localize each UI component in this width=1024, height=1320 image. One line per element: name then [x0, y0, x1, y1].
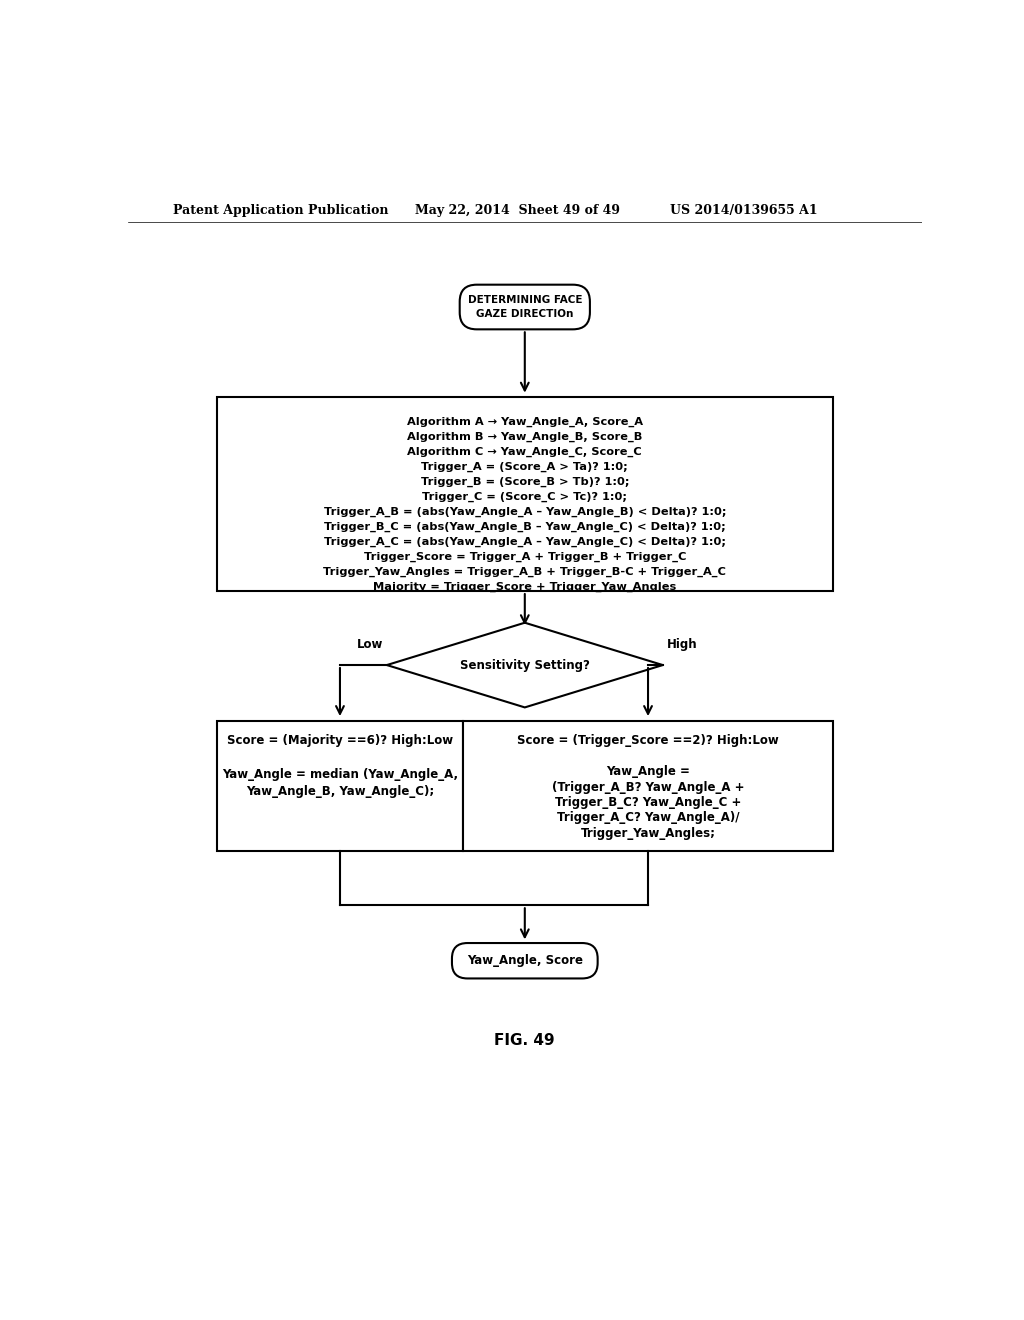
Text: Score = (Trigger_Score ==2)? High:Low: Score = (Trigger_Score ==2)? High:Low — [517, 734, 779, 747]
Text: (Trigger_A_B? Yaw_Angle_A +: (Trigger_A_B? Yaw_Angle_A + — [552, 780, 744, 793]
Bar — [217, 397, 834, 591]
Text: Trigger_A_C = (abs(Yaw_Angle_A – Yaw_Angle_C) < Delta)? 1:0;: Trigger_A_C = (abs(Yaw_Angle_A – Yaw_Ang… — [324, 536, 726, 546]
Text: Trigger_Yaw_Angles = Trigger_A_B + Trigger_B-C + Trigger_A_C: Trigger_Yaw_Angles = Trigger_A_B + Trigg… — [324, 566, 726, 577]
Text: Yaw_Angle = median (Yaw_Angle_A,: Yaw_Angle = median (Yaw_Angle_A, — [222, 768, 458, 781]
Text: Score = (Majority ==6)? High:Low: Score = (Majority ==6)? High:Low — [227, 734, 453, 747]
Text: US 2014/0139655 A1: US 2014/0139655 A1 — [671, 205, 818, 218]
Text: Trigger_Yaw_Angles;: Trigger_Yaw_Angles; — [581, 826, 716, 840]
Bar — [217, 721, 463, 851]
Text: Trigger_A_C? Yaw_Angle_A)/: Trigger_A_C? Yaw_Angle_A)/ — [557, 812, 739, 825]
Bar — [463, 721, 834, 851]
Text: Algorithm A → Yaw_Angle_A, Score_A: Algorithm A → Yaw_Angle_A, Score_A — [407, 416, 643, 426]
Text: Patent Application Publication: Patent Application Publication — [173, 205, 388, 218]
Text: Trigger_B_C = (abs(Yaw_Angle_B – Yaw_Angle_C) < Delta)? 1:0;: Trigger_B_C = (abs(Yaw_Angle_B – Yaw_Ang… — [324, 521, 726, 532]
Text: Algorithm C → Yaw_Angle_C, Score_C: Algorithm C → Yaw_Angle_C, Score_C — [408, 446, 642, 457]
Text: Trigger_A_B = (abs(Yaw_Angle_A – Yaw_Angle_B) < Delta)? 1:0;: Trigger_A_B = (abs(Yaw_Angle_A – Yaw_Ang… — [324, 507, 726, 516]
Text: Algorithm B → Yaw_Angle_B, Score_B: Algorithm B → Yaw_Angle_B, Score_B — [408, 432, 642, 442]
Text: FIG. 49: FIG. 49 — [495, 1032, 555, 1048]
Text: Majority = Trigger_Score + Trigger_Yaw_Angles: Majority = Trigger_Score + Trigger_Yaw_A… — [373, 582, 677, 591]
Text: May 22, 2014  Sheet 49 of 49: May 22, 2014 Sheet 49 of 49 — [415, 205, 620, 218]
Text: Trigger_A = (Score_A > Ta)? 1:0;: Trigger_A = (Score_A > Ta)? 1:0; — [422, 462, 628, 471]
Text: Yaw_Angle, Score: Yaw_Angle, Score — [467, 954, 583, 968]
FancyBboxPatch shape — [452, 942, 598, 978]
Text: High: High — [667, 638, 697, 651]
Text: Trigger_C = (Score_C > Tc)? 1:0;: Trigger_C = (Score_C > Tc)? 1:0; — [422, 491, 628, 502]
Text: Yaw_Angle =: Yaw_Angle = — [606, 766, 690, 779]
Text: Sensitivity Setting?: Sensitivity Setting? — [460, 659, 590, 672]
FancyBboxPatch shape — [460, 285, 590, 330]
Text: DETERMINING FACE
GAZE DIRECTIOn: DETERMINING FACE GAZE DIRECTIOn — [468, 296, 582, 318]
Text: Low: Low — [356, 638, 383, 651]
Text: Trigger_B_C? Yaw_Angle_C +: Trigger_B_C? Yaw_Angle_C + — [555, 796, 741, 809]
Polygon shape — [387, 623, 663, 708]
Text: Yaw_Angle_B, Yaw_Angle_C);: Yaw_Angle_B, Yaw_Angle_C); — [246, 785, 434, 799]
Text: Trigger_Score = Trigger_A + Trigger_B + Trigger_C: Trigger_Score = Trigger_A + Trigger_B + … — [364, 552, 686, 562]
Text: Trigger_B = (Score_B > Tb)? 1:0;: Trigger_B = (Score_B > Tb)? 1:0; — [421, 477, 629, 487]
